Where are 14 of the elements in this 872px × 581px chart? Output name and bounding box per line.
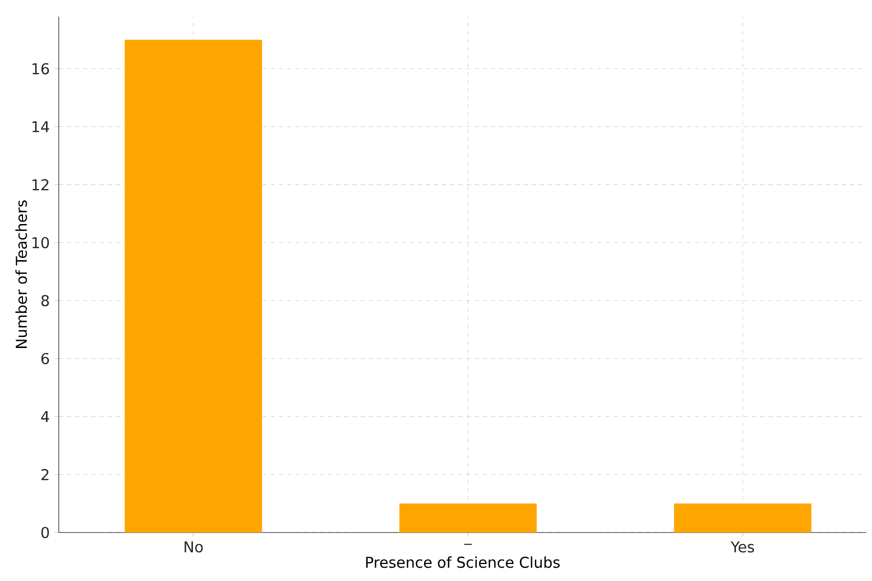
y-tick-label: 6 [41, 353, 49, 364]
y-tick-label: 14 [32, 121, 50, 132]
y-tick-label: 4 [41, 411, 50, 422]
x-tick-label: No [184, 542, 203, 553]
x-tick-label: _ [464, 544, 472, 546]
x-tick-label: Yes [730, 542, 754, 553]
y-tick-label: 16 [32, 63, 49, 75]
y-tick-label: 12 [32, 179, 48, 190]
y-tick-label: 0 [41, 527, 49, 538]
y-tick-label: 8 [41, 295, 49, 306]
x-axis-title: Presence of Science Clubs [366, 556, 560, 568]
y-tick-label: 2 [41, 469, 48, 480]
y-tick-label: 10 [32, 237, 49, 248]
y-axis-title: Number of Teachers [15, 200, 27, 348]
